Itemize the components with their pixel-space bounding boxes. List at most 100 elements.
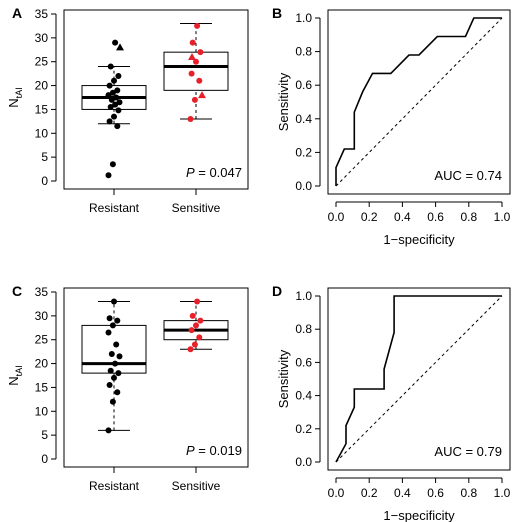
plot-frame	[327, 287, 511, 471]
y-tick-label: 0.6	[295, 355, 312, 369]
y-tick-label: 30	[35, 309, 49, 323]
box-sensitive	[163, 51, 229, 91]
data-point	[111, 77, 117, 84]
data-point	[193, 322, 199, 329]
data-point	[113, 341, 120, 348]
data-point	[105, 329, 112, 336]
y-tick-label: 5	[41, 428, 48, 442]
data-point	[108, 96, 115, 103]
y-tick-label: 0.0	[295, 455, 312, 469]
y-tick-label: 25	[35, 55, 49, 69]
x-tick-label: Sensitive	[172, 201, 221, 215]
data-point	[114, 389, 121, 396]
y-tick-label: 30	[35, 31, 49, 45]
x-tick-label: Resistant	[89, 201, 140, 215]
data-point	[106, 118, 113, 125]
y-tick-label: 35	[35, 7, 49, 21]
x-axis-label: 1−specificity	[383, 232, 455, 247]
y-tick-label: 10	[35, 126, 49, 140]
data-point	[116, 99, 123, 106]
data-point	[106, 82, 113, 89]
data-point	[194, 298, 201, 305]
data-point	[111, 374, 117, 381]
y-tick-label: 0.8	[295, 322, 312, 336]
data-point	[115, 73, 122, 80]
auc-label: AUC = 0.74	[434, 168, 502, 183]
data-point	[196, 334, 203, 341]
y-tick-label: 1.0	[295, 289, 312, 303]
x-tick-label: 0.6	[427, 210, 444, 224]
data-point	[114, 123, 121, 130]
data-point-triangle	[116, 43, 124, 51]
data-point	[189, 312, 196, 319]
y-tick-label: 20	[35, 79, 49, 93]
x-tick-label: 0.0	[328, 210, 345, 224]
data-point	[112, 39, 119, 46]
x-tick-label: 0.4	[394, 210, 411, 224]
data-point-triangle	[188, 52, 196, 60]
y-tick-label: 0.8	[295, 45, 312, 59]
data-point	[114, 87, 121, 94]
panel-label-b: B	[272, 5, 282, 21]
p-value-label: P = 0.047	[186, 165, 242, 180]
y-tick-label: 1.0	[295, 11, 312, 25]
data-point	[187, 346, 194, 353]
x-tick-label: 1.0	[494, 486, 511, 500]
plot-frame	[63, 287, 249, 468]
data-point	[105, 172, 112, 179]
y-tick-label: 0	[41, 452, 48, 466]
y-axis-label: Sensitivity	[276, 72, 291, 131]
x-tick-label: 0.6	[427, 486, 444, 500]
data-point	[187, 115, 194, 122]
y-tick-label: 20	[35, 357, 49, 371]
data-point	[105, 427, 112, 434]
data-point	[193, 58, 199, 65]
data-point	[188, 70, 195, 77]
panel-label-d: D	[272, 283, 282, 299]
data-point	[197, 317, 204, 324]
y-tick-label: 0.0	[295, 179, 312, 193]
y-tick-label: 10	[35, 404, 49, 418]
x-tick-label: 0.8	[460, 210, 477, 224]
panel-label-a: A	[12, 5, 22, 21]
data-point	[107, 367, 114, 374]
x-tick-label: 0.0	[328, 486, 345, 500]
auc-label: AUC = 0.79	[434, 444, 502, 459]
plot-frame	[63, 9, 249, 190]
x-tick-label: Sensitive	[172, 479, 221, 493]
data-point	[115, 370, 122, 377]
y-tick-label: 0.2	[295, 422, 312, 436]
x-tick-label: 0.8	[460, 486, 477, 500]
roc-curve	[335, 17, 502, 186]
data-point	[196, 77, 203, 84]
y-tick-label: 0.6	[295, 78, 312, 92]
data-point	[114, 317, 121, 324]
data-point	[106, 382, 113, 389]
data-point	[109, 322, 116, 329]
panel-label-c: C	[12, 283, 22, 299]
chance-diagonal	[335, 17, 503, 187]
y-axis-label: Sensitivity	[276, 349, 291, 408]
data-point	[109, 89, 116, 96]
roc-curve	[335, 295, 502, 463]
data-point	[107, 63, 114, 70]
y-tick-label: 15	[35, 380, 49, 394]
x-tick-label: 0.2	[361, 210, 378, 224]
data-point	[189, 39, 196, 46]
data-point	[191, 96, 198, 103]
data-point	[115, 107, 122, 114]
data-point	[116, 353, 123, 360]
plot-frame	[327, 9, 511, 195]
y-tick-label: 0.2	[295, 145, 312, 159]
x-tick-label: Resistant	[89, 479, 140, 493]
y-tick-label: 0.4	[295, 112, 312, 126]
y-tick-label: 35	[35, 285, 49, 299]
data-point	[109, 398, 116, 405]
data-point-triangle	[198, 91, 206, 99]
data-point	[112, 360, 119, 367]
data-point	[197, 49, 204, 56]
p-value-label: P = 0.019	[186, 443, 242, 458]
data-point	[109, 161, 116, 168]
x-tick-label: 0.2	[361, 486, 378, 500]
